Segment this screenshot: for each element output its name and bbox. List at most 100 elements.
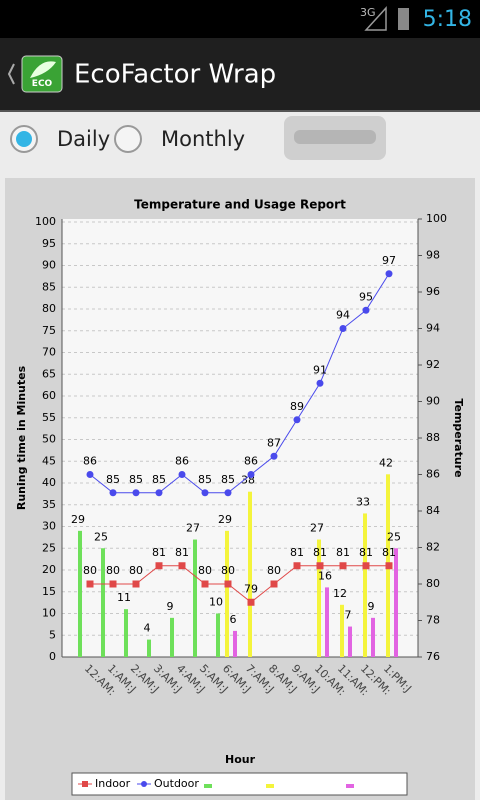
y2-tick-label: 80 <box>426 577 440 590</box>
radio-label[interactable]: Monthly <box>161 127 245 151</box>
marker <box>86 471 94 478</box>
data-label: 87 <box>267 436 281 449</box>
y2-tick-label: 100 <box>426 212 447 225</box>
radio-label[interactable]: Daily <box>57 127 110 151</box>
marker <box>132 489 140 497</box>
bar <box>170 617 174 657</box>
signal-icon <box>364 6 387 31</box>
radio-button[interactable] <box>114 125 142 153</box>
y-tick-label: 40 <box>42 476 56 489</box>
data-label: 10 <box>209 596 223 609</box>
bar <box>147 639 151 657</box>
bar <box>248 491 252 657</box>
y-tick-label: 45 <box>42 454 56 467</box>
back-arrow[interactable] <box>7 63 15 85</box>
data-label: 25 <box>94 530 108 543</box>
legend-label: Outdoor <box>154 777 199 790</box>
marker <box>224 580 232 588</box>
data-label: 27 <box>186 522 200 535</box>
date-field-blur <box>294 130 376 144</box>
marker <box>339 562 347 570</box>
status-bar: 3G 5:18 <box>0 0 480 38</box>
data-label: 81 <box>152 546 166 559</box>
marker <box>155 489 163 497</box>
y-tick-label: 65 <box>42 367 56 380</box>
data-label: 86 <box>83 455 97 468</box>
action-bar-content[interactable]: ECO EcoFactor Wrap <box>0 38 480 110</box>
bar <box>193 539 197 657</box>
y2-tick-label: 82 <box>426 541 440 554</box>
data-label: 86 <box>244 455 258 468</box>
bar <box>78 530 82 657</box>
data-label: 29 <box>71 513 85 526</box>
data-label: 81 <box>382 546 396 559</box>
chart-title: Temperature and Usage Report <box>134 198 346 212</box>
legend-swatch <box>204 784 212 788</box>
marker <box>109 580 117 588</box>
y2-tick-label: 76 <box>426 650 440 663</box>
y-tick-label: 15 <box>42 585 56 598</box>
marker <box>132 580 140 588</box>
marker <box>247 471 255 478</box>
data-label: 4 <box>144 622 151 635</box>
marker <box>316 562 324 570</box>
data-label: 97 <box>382 254 396 267</box>
legend-marker <box>82 781 88 787</box>
data-label: 80 <box>106 564 120 577</box>
marker <box>316 379 324 387</box>
line <box>89 273 390 494</box>
data-label: 29 <box>218 513 232 526</box>
legend-marker <box>141 781 147 787</box>
y2-tick-label: 78 <box>426 614 440 627</box>
y-tick-label: 95 <box>42 237 56 250</box>
bar <box>233 630 237 657</box>
y-tick-label: 25 <box>42 541 56 554</box>
marker <box>362 562 370 570</box>
y-tick-label: 5 <box>49 628 56 641</box>
bar <box>101 548 105 657</box>
data-label: 81 <box>336 546 350 559</box>
chart: Temperature and Usage Report Hour Runing… <box>5 178 475 800</box>
y2-tick-label: 84 <box>426 504 440 517</box>
logo-text: ECO <box>32 79 53 89</box>
bar <box>363 513 367 657</box>
y-tick-label: 80 <box>42 302 56 315</box>
data-label: 80 <box>198 564 212 577</box>
y2-tick-label: 96 <box>426 285 440 298</box>
data-label: 85 <box>152 473 166 486</box>
data-label: 80 <box>267 564 281 577</box>
marker <box>86 580 94 588</box>
data-label: 7 <box>345 609 352 622</box>
bar <box>216 613 220 657</box>
logo-leaf <box>30 61 56 78</box>
marker <box>109 489 117 497</box>
battery-icon <box>398 8 409 30</box>
data-label: 85 <box>198 473 212 486</box>
y-tick-label: 20 <box>42 563 56 576</box>
y-tick-label: 0 <box>49 650 56 663</box>
data-label: 42 <box>379 456 393 469</box>
marker <box>270 580 278 588</box>
data-label: 85 <box>106 473 120 486</box>
data-label: 94 <box>336 309 350 322</box>
bar <box>394 548 398 657</box>
legend-swatch <box>266 784 274 788</box>
y-tick-label: 55 <box>42 411 56 424</box>
data-label: 11 <box>117 591 131 604</box>
clock: 5:18 <box>423 7 472 32</box>
data-label: 89 <box>290 400 304 413</box>
line <box>90 565 389 603</box>
y-tick-label: 90 <box>42 259 56 272</box>
bar <box>325 587 329 657</box>
data-label: 86 <box>175 455 189 468</box>
y-tick-label: 100 <box>35 215 56 228</box>
y2-axis-label: Temperature <box>452 398 465 477</box>
y2-tick-label: 98 <box>426 249 440 262</box>
data-label: 85 <box>221 473 235 486</box>
marker <box>224 489 232 497</box>
bar <box>348 626 352 657</box>
data-label: 80 <box>83 564 97 577</box>
status-icons: 3G 5:18 <box>360 6 472 32</box>
data-label: 79 <box>244 582 258 595</box>
